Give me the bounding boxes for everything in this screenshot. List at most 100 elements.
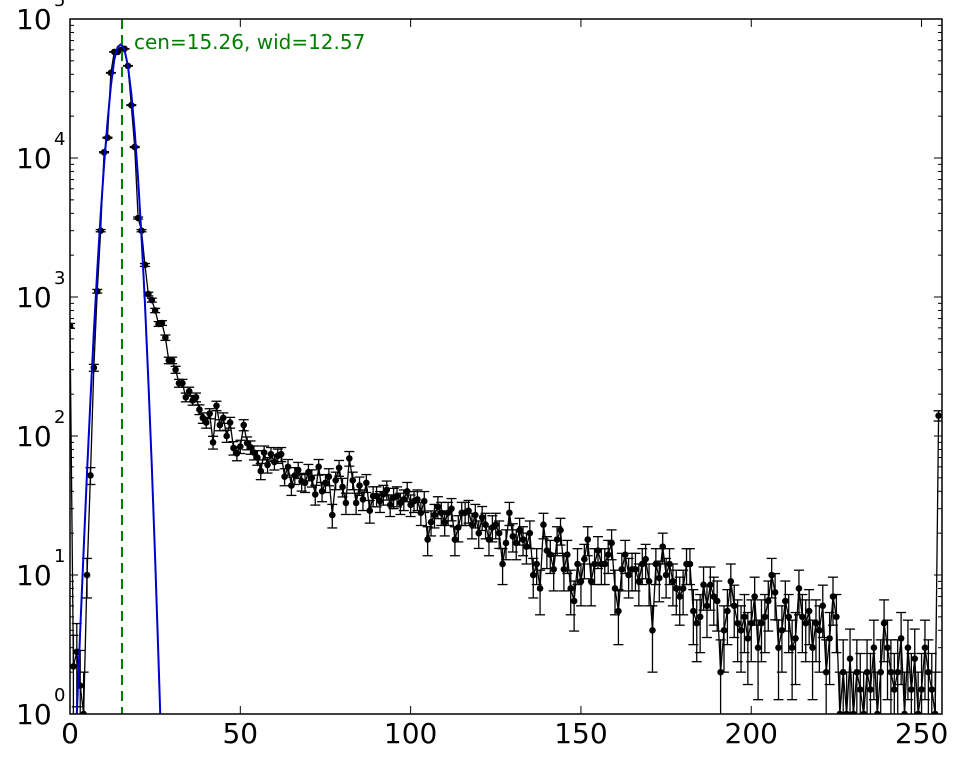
data-point [512,539,520,547]
data-point [904,644,912,651]
data-point [673,585,680,592]
data-point [846,655,854,662]
data-point [788,644,796,651]
data-point [601,560,609,568]
data-point [536,585,544,592]
data-point [523,543,530,550]
data-point [655,574,663,582]
data-point [386,501,394,509]
data-point [911,655,919,662]
data-point [730,602,738,610]
data-point [717,668,724,676]
data-point [403,488,411,495]
data-point [485,536,493,543]
data-point [581,555,588,563]
data-point [901,710,908,714]
data-point [420,497,428,505]
data-point [703,602,711,610]
data-point [247,443,254,451]
data-point [676,593,684,600]
data-point [690,607,697,615]
data-point [553,536,561,543]
data-point [877,668,884,676]
data-point [713,597,721,605]
data-point [366,507,374,515]
data-point [567,585,575,592]
data-point [836,710,844,714]
data-point [352,499,360,507]
data-point [921,644,929,651]
data-point [870,644,878,651]
data-point [809,644,816,651]
data-point [843,710,850,714]
data-point [891,686,898,693]
data-point [546,551,554,558]
data-point [172,366,179,373]
data-point [771,589,779,596]
data-point [795,585,803,592]
data-point [80,710,87,714]
data-point [185,387,193,395]
data-point [472,511,479,519]
data-point [805,607,813,615]
data-point [792,635,799,642]
data-point [206,410,213,417]
data-point [335,464,343,472]
data-point [727,578,735,585]
data-point [254,454,261,461]
data-point [311,491,319,498]
data-point [291,472,299,479]
data-point [495,529,503,537]
data-point [853,668,861,676]
x-tick-label: 0 [61,717,79,750]
y-tick-label-exponent: 0 [54,685,65,706]
data-point [363,479,370,487]
data-point [577,578,585,585]
data-point [294,466,302,474]
data-point [318,488,326,495]
data-point [478,514,486,521]
data-point [393,492,401,500]
data-point [724,607,731,615]
data-point [591,560,598,568]
data-point [250,449,258,456]
y-tick-label-base: 10 [16,281,52,314]
x-tick-label: 150 [554,717,607,750]
data-point [199,414,207,422]
data-point [349,477,357,484]
data-point [884,644,891,651]
data-point [226,419,234,426]
data-point [758,619,765,627]
data-point [301,479,309,487]
data-point [819,602,827,610]
data-point [799,613,806,621]
data-point [615,607,622,615]
data-point [816,627,823,634]
data-point [400,496,408,503]
data-point [908,686,915,693]
data-point [785,613,793,621]
data-point [935,412,942,419]
data-point [822,668,830,676]
data-point [70,663,77,670]
data-point [162,334,169,341]
data-point [894,668,902,676]
data-point [931,710,939,714]
fit-annotation: cen=15.26, wid=12.57 [134,30,365,54]
data-point [659,543,666,550]
data-point [465,507,472,515]
data-point [502,539,510,547]
data-point [519,536,527,543]
y-tick-label-base: 10 [16,698,52,731]
data-point [424,536,431,543]
data-point [608,539,615,547]
data-point [587,578,595,585]
data-point [376,497,384,505]
data-point [526,529,534,537]
data-point [383,486,391,494]
data-point [196,406,203,413]
data-point [223,432,230,440]
data-point [897,635,905,642]
data-point [151,307,159,314]
data-point [741,613,748,621]
